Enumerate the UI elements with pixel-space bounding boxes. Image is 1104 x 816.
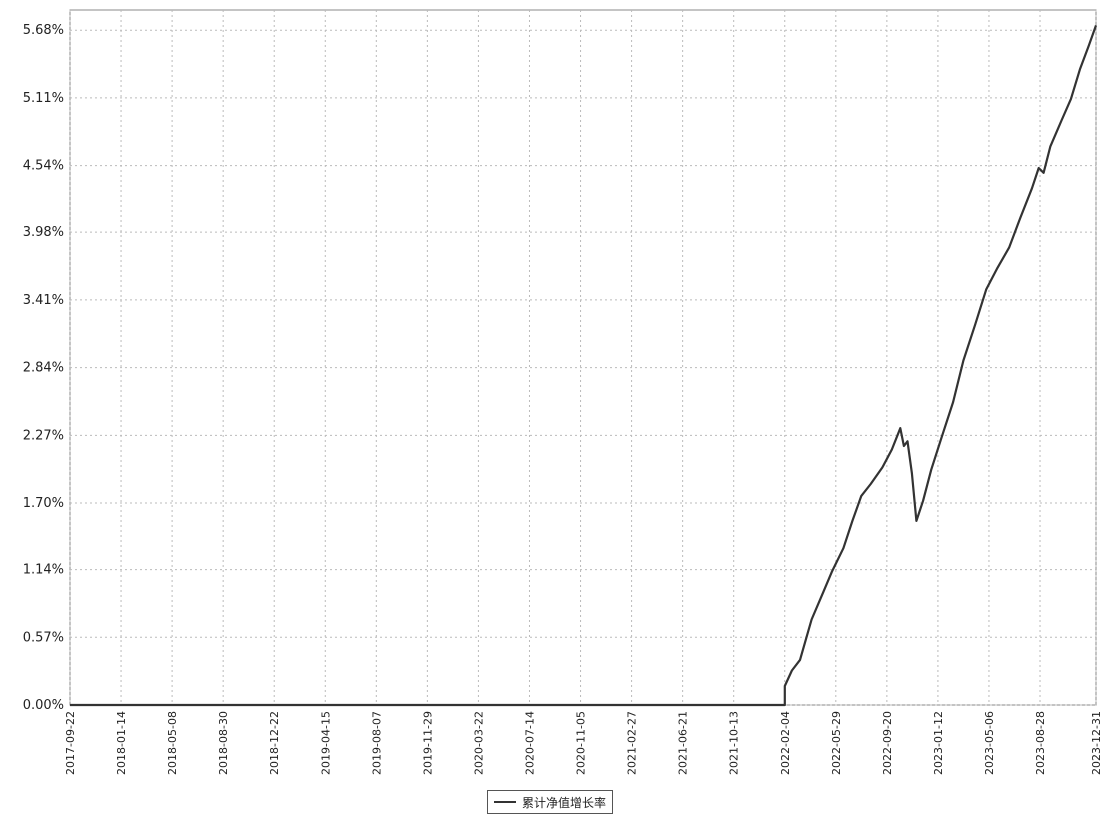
y-tick-label: 0.57% — [23, 630, 64, 645]
y-tick-label: 4.54% — [23, 159, 64, 174]
y-tick-label: 3.41% — [23, 293, 64, 308]
x-tick-label: 2017-09-22 — [64, 711, 77, 775]
legend-swatch — [494, 801, 516, 803]
x-tick-label: 2019-04-15 — [319, 711, 332, 775]
x-tick-label: 2023-08-28 — [1034, 711, 1047, 775]
x-tick-label: 2019-11-29 — [421, 711, 434, 775]
x-tick-label: 2020-03-22 — [472, 711, 485, 775]
x-tick-label: 2020-11-05 — [575, 711, 588, 775]
legend: 累计净值增长率 — [487, 790, 614, 814]
y-tick-label: 1.14% — [23, 563, 64, 578]
y-tick-label: 1.70% — [23, 496, 64, 511]
x-tick-label: 2022-09-20 — [881, 711, 894, 775]
x-tick-label: 2020-07-14 — [523, 711, 536, 775]
x-tick-label: 2021-02-27 — [626, 711, 639, 775]
y-tick-label: 5.68% — [23, 23, 64, 38]
x-tick-label: 2019-08-07 — [370, 711, 383, 775]
x-tick-label: 2023-01-12 — [932, 711, 945, 775]
y-tick-label: 2.27% — [23, 428, 64, 443]
x-tick-label: 2021-06-21 — [677, 711, 690, 775]
y-tick-label: 2.84% — [23, 361, 64, 376]
x-tick-label: 2023-05-06 — [983, 711, 996, 775]
y-tick-label: 5.11% — [23, 91, 64, 106]
x-tick-label: 2022-02-04 — [779, 711, 792, 775]
plot-area — [69, 9, 1097, 706]
line-chart: 0.00% 0.57% 1.14% 1.70% 2.27% 2.84% 3.41% 3.98%… — [23, 9, 1103, 775]
x-tick-label: 2023-12-31 — [1090, 711, 1103, 775]
x-tick-label: 2018-12-22 — [268, 711, 281, 775]
series-line — [70, 25, 1098, 707]
legend-label: 累计净值增长率 — [522, 795, 607, 810]
y-tick-label: 3.98% — [23, 225, 64, 240]
x-tick-label: 2022-05-29 — [830, 711, 843, 775]
x-tick-label: 2018-05-08 — [166, 711, 179, 775]
y-tick-label: 0.00% — [23, 698, 64, 713]
x-tick-label: 2018-01-14 — [115, 711, 128, 775]
x-tick-label: 2021-10-13 — [728, 711, 741, 775]
x-tick-label: 2018-08-30 — [217, 711, 230, 775]
